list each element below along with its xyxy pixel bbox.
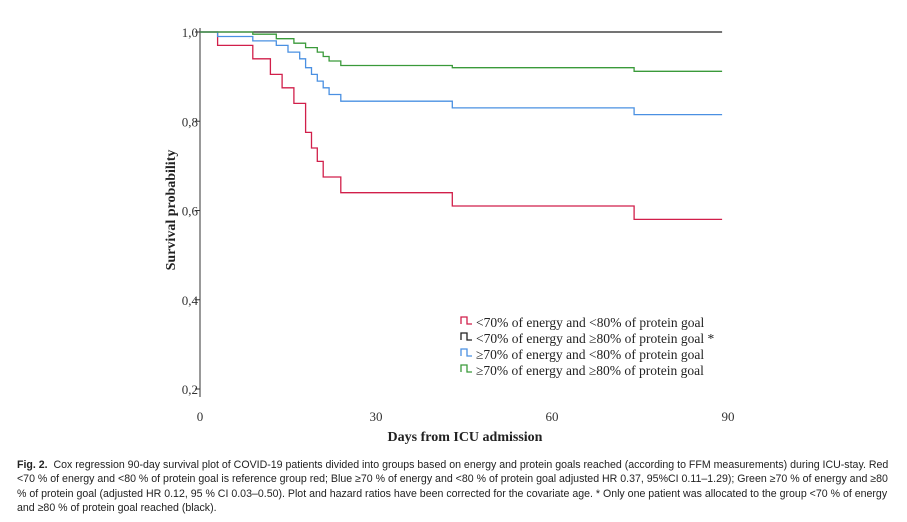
figure-caption: Fig. 2. Cox regression 90-day survival p…: [17, 458, 889, 516]
chart-series: [200, 31, 723, 221]
x-tick-label: 90: [722, 409, 735, 424]
legend-item: ≥70% of energy and ≥80% of protein goal: [460, 363, 704, 378]
caption-label: Fig. 2.: [17, 459, 48, 471]
legend-step-icon: [460, 316, 472, 325]
chart-legend: <70% of energy and <80% of protein goal<…: [460, 315, 714, 378]
y-axis-label: Survival probability: [164, 150, 179, 271]
x-axis-label: Days from ICU admission: [388, 430, 543, 445]
legend-label: ≥70% of energy and <80% of protein goal: [476, 347, 704, 362]
y-tick-label: 0,8: [182, 114, 198, 129]
legend-item: <70% of energy and ≥80% of protein goal …: [460, 331, 714, 346]
legend-step-icon: [460, 332, 472, 341]
y-tick-label: 1,0: [182, 25, 198, 40]
chart-axes: 0,2 0,4 0,6 0,8 1,0 0 30 60 90: [182, 25, 735, 424]
survival-curve-0: [200, 31, 723, 221]
y-tick-label: 0,6: [182, 204, 199, 219]
y-tick-label: 0,2: [182, 382, 198, 397]
legend-step-icon: [460, 364, 472, 373]
legend-label: <70% of energy and ≥80% of protein goal …: [476, 331, 714, 346]
legend-label: <70% of energy and <80% of protein goal: [476, 315, 705, 330]
legend-item: <70% of energy and <80% of protein goal: [460, 315, 705, 330]
y-tick-label: 0,4: [182, 293, 199, 308]
survival-curve-3: [200, 31, 723, 72]
caption-text: Cox regression 90-day survival plot of C…: [17, 459, 889, 515]
x-tick-label: 60: [546, 409, 559, 424]
survival-curve-2: [200, 31, 723, 116]
legend-item: ≥70% of energy and <80% of protein goal: [460, 347, 704, 362]
survival-chart: 0,2 0,4 0,6 0,8 1,0 0 30 60 90 <70% of energy an…: [164, 25, 735, 445]
x-tick-label: 0: [197, 409, 204, 424]
legend-step-icon: [460, 348, 472, 357]
x-tick-label: 30: [370, 409, 383, 424]
legend-label: ≥70% of energy and ≥80% of protein goal: [476, 363, 704, 378]
